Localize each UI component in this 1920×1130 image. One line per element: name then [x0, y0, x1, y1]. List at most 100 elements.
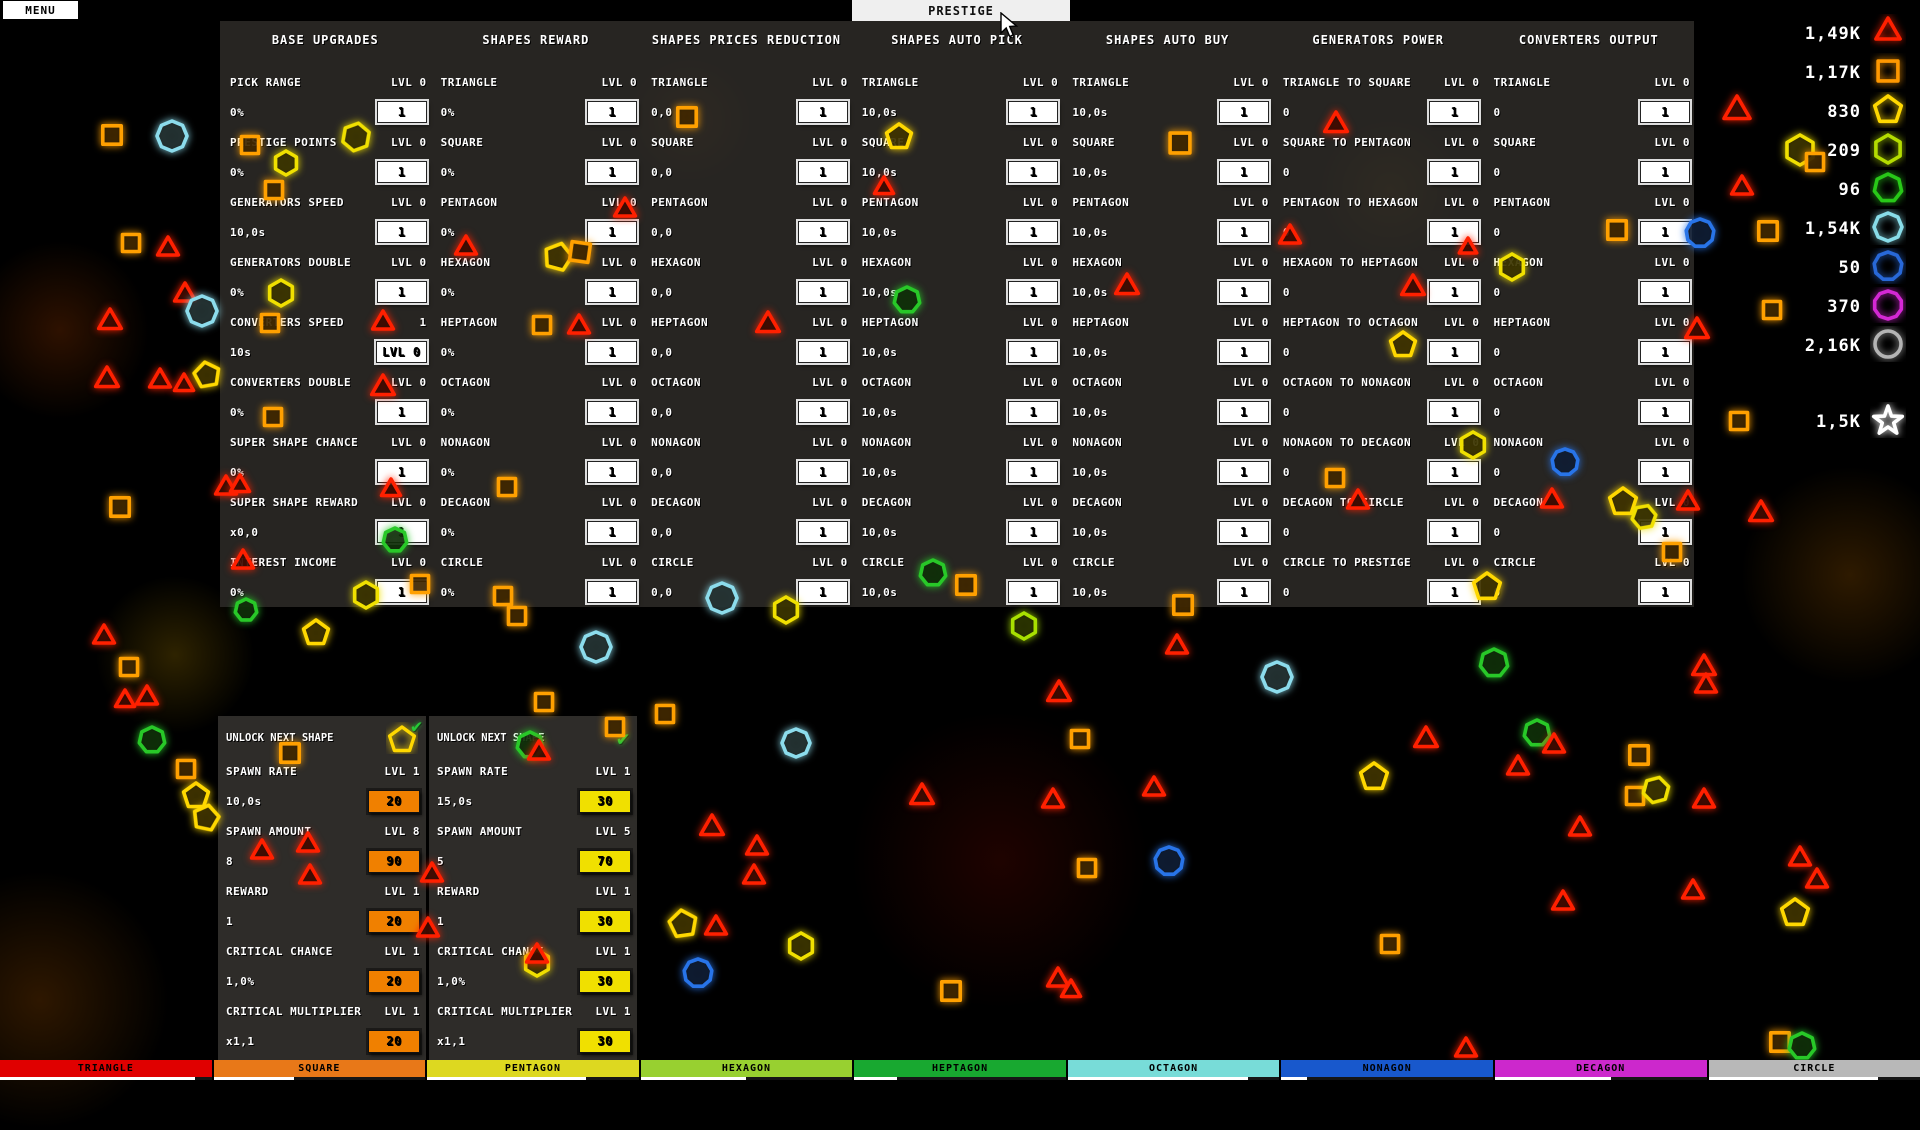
falling-shape-square[interactable]	[1630, 746, 1648, 764]
falling-shape-triangle[interactable]	[1144, 777, 1165, 795]
tab-prestige[interactable]: PRESTIGE	[852, 0, 1070, 21]
falling-shape-triangle[interactable]	[757, 312, 780, 332]
falling-shape-triangle[interactable]	[137, 686, 158, 704]
falling-shape-square[interactable]	[266, 182, 283, 199]
falling-shape-square[interactable]	[1627, 788, 1644, 805]
falling-shape-pentagon[interactable]	[193, 360, 222, 387]
falling-shape-triangle[interactable]	[1402, 275, 1425, 295]
falling-shape-square[interactable]	[242, 137, 259, 154]
falling-shape-pentagon[interactable]	[184, 783, 209, 807]
falling-shape-triangle[interactable]	[150, 369, 171, 387]
falling-shape-triangle[interactable]	[1732, 176, 1753, 194]
falling-shape-triangle[interactable]	[1696, 674, 1717, 692]
falling-shape-triangle[interactable]	[744, 865, 765, 883]
falling-shape-heptagon[interactable]	[1789, 1033, 1814, 1058]
falling-shape-pentagon[interactable]	[1361, 763, 1388, 788]
falling-shape-pentagon[interactable]	[887, 124, 912, 148]
falling-shape-triangle[interactable]	[1048, 681, 1071, 701]
falling-shape-square[interactable]	[495, 588, 512, 605]
falling-shape-square[interactable]	[657, 706, 674, 723]
falling-shape-triangle[interactable]	[94, 625, 115, 643]
falling-shape-triangle[interactable]	[1750, 501, 1773, 521]
falling-shape-triangle[interactable]	[1280, 225, 1301, 243]
falling-shape-nonagon[interactable]	[1686, 219, 1714, 246]
falling-shape-hexagon[interactable]	[355, 582, 378, 608]
falling-shape-triangle[interactable]	[1683, 880, 1704, 898]
falling-shape-octagon[interactable]	[157, 121, 187, 151]
falling-shape-triangle[interactable]	[701, 815, 724, 835]
falling-shape-triangle[interactable]	[252, 840, 273, 858]
falling-shape-square[interactable]	[536, 694, 553, 711]
falling-shape-triangle[interactable]	[422, 863, 443, 881]
falling-shape-square[interactable]	[942, 982, 960, 1000]
falling-shape-square[interactable]	[103, 126, 121, 144]
falling-shape-triangle[interactable]	[747, 836, 768, 854]
falling-shape-octagon[interactable]	[1262, 662, 1292, 692]
falling-shape-triangle[interactable]	[373, 311, 394, 329]
tab-heptagon[interactable]: HEPTAGON	[854, 1060, 1066, 1080]
falling-shape-triangle[interactable]	[231, 475, 250, 492]
falling-shape-heptagon[interactable]	[383, 528, 406, 551]
falling-shape-square[interactable]	[1759, 222, 1777, 240]
falling-shape-octagon[interactable]	[187, 296, 217, 326]
falling-shape-triangle[interactable]	[116, 690, 135, 707]
falling-shape-square[interactable]	[1771, 1033, 1789, 1051]
tab-circle[interactable]: CIRCLE	[1709, 1060, 1920, 1080]
tab-square[interactable]: SQUARE	[214, 1060, 426, 1080]
falling-shape-triangle[interactable]	[99, 309, 122, 329]
falling-shape-hexagon[interactable]	[342, 121, 371, 153]
falling-shape-pentagon[interactable]	[1782, 899, 1809, 924]
falling-shape-triangle[interactable]	[706, 916, 727, 934]
falling-shape-triangle[interactable]	[1459, 238, 1476, 253]
tab-decagon[interactable]: DECAGON	[1495, 1060, 1707, 1080]
falling-shape-heptagon[interactable]	[235, 599, 256, 620]
falling-shape-pentagon[interactable]	[1610, 488, 1637, 513]
falling-shape-square[interactable]	[1170, 133, 1190, 153]
falling-shape-triangle[interactable]	[298, 833, 319, 851]
falling-shape-triangle[interactable]	[1678, 491, 1699, 509]
falling-shape-triangle[interactable]	[1807, 869, 1828, 887]
falling-shape-hexagon[interactable]	[1642, 775, 1671, 806]
falling-shape-square[interactable]	[1382, 936, 1399, 953]
falling-shape-triangle[interactable]	[1456, 1038, 1477, 1056]
falling-shape-square[interactable]	[123, 235, 140, 252]
falling-shape-triangle[interactable]	[1542, 489, 1563, 507]
falling-shape-triangle[interactable]	[1043, 789, 1064, 807]
falling-shape-hexagon[interactable]	[790, 933, 813, 959]
falling-shape-heptagon[interactable]	[1480, 649, 1507, 676]
falling-shape-triangle[interactable]	[418, 918, 439, 936]
falling-shape-triangle[interactable]	[1348, 490, 1369, 508]
tab-pentagon[interactable]: PENTAGON	[427, 1060, 639, 1080]
falling-shape-square[interactable]	[570, 242, 591, 263]
falling-shape-heptagon[interactable]	[1524, 720, 1549, 745]
falling-shape-nonagon[interactable]	[1552, 449, 1578, 474]
falling-shape-square[interactable]	[265, 409, 282, 426]
falling-shape-triangle[interactable]	[233, 550, 254, 568]
falling-shape-square[interactable]	[1608, 221, 1626, 239]
falling-shape-triangle[interactable]	[1415, 727, 1438, 747]
falling-shape-pentagon[interactable]	[304, 620, 329, 644]
falling-shape-square[interactable]	[121, 659, 138, 676]
falling-shape-square[interactable]	[1327, 470, 1344, 487]
falling-shape-octagon[interactable]	[707, 583, 737, 613]
falling-shape-triangle[interactable]	[158, 237, 179, 255]
falling-shape-triangle[interactable]	[875, 177, 894, 194]
falling-shape-square[interactable]	[1072, 731, 1089, 748]
falling-shape-pentagon[interactable]	[1474, 573, 1501, 598]
falling-shape-triangle[interactable]	[175, 374, 194, 391]
falling-shape-triangle[interactable]	[96, 367, 119, 387]
falling-shape-pentagon[interactable]	[668, 908, 698, 937]
falling-shape-heptagon[interactable]	[894, 287, 919, 312]
tab-hexagon[interactable]: HEXAGON	[641, 1060, 853, 1080]
falling-shape-triangle[interactable]	[1693, 655, 1716, 675]
falling-shape-square[interactable]	[1664, 544, 1681, 561]
falling-shape-triangle[interactable]	[1570, 817, 1591, 835]
falling-shape-hexagon[interactable]	[1462, 432, 1485, 458]
falling-shape-square[interactable]	[1079, 860, 1096, 877]
falling-shape-hexagon[interactable]	[1013, 613, 1036, 639]
falling-shape-square[interactable]	[1174, 596, 1192, 614]
tab-octagon[interactable]: OCTAGON	[1068, 1060, 1280, 1080]
falling-shape-square[interactable]	[534, 317, 551, 334]
falling-shape-triangle[interactable]	[1790, 847, 1811, 865]
falling-shape-triangle[interactable]	[1686, 318, 1709, 338]
